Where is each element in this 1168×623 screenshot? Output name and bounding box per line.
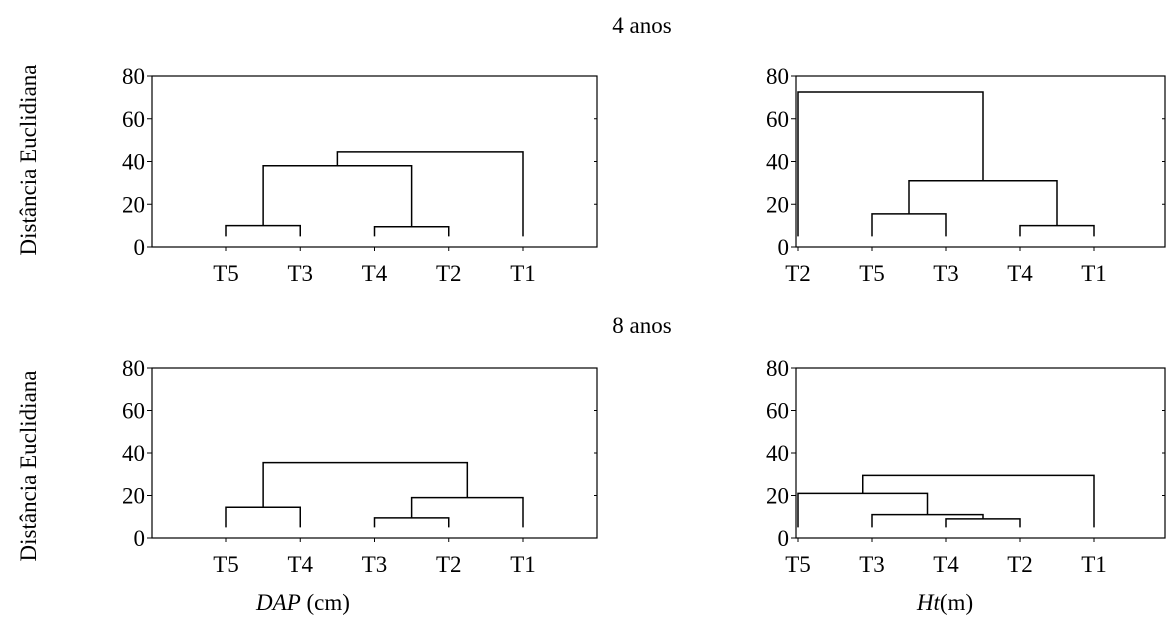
leaf-label: T4 xyxy=(933,552,959,577)
dendrogram-panel: 0 20 40 60 80 T5 T3 T4 T2 T1 xyxy=(122,64,598,286)
y-tick-label: 80 xyxy=(766,356,789,381)
y-tick-label: 20 xyxy=(766,484,789,509)
cluster-link xyxy=(373,225,450,237)
leaf-label: T3 xyxy=(362,552,388,577)
leaf-label: T5 xyxy=(213,552,239,577)
cluster-link xyxy=(225,506,301,528)
leaf-label: T1 xyxy=(510,261,536,286)
cluster-link xyxy=(797,492,929,528)
dendrogram-panel: 0 20 40 60 80 T2 T5 T3 T4 T1 xyxy=(766,64,1166,286)
cluster-link xyxy=(225,224,301,237)
dendrogram-panel: 0 20 40 60 80 T5 T3 T4 T2 T1 xyxy=(766,356,1166,577)
leaf-label: T2 xyxy=(436,261,462,286)
leaf-label: T4 xyxy=(1007,261,1033,286)
cluster-link xyxy=(797,91,984,237)
cluster-link xyxy=(410,496,524,528)
plot-frame xyxy=(795,367,1166,539)
y-tick-label: 80 xyxy=(122,356,145,381)
cluster-link xyxy=(373,517,450,528)
leaf-label: T4 xyxy=(362,261,388,286)
row-title-4-anos: 4 anos xyxy=(612,13,671,38)
leaf-label: T2 xyxy=(785,261,811,286)
cluster-link xyxy=(262,165,413,227)
leaf-label: T5 xyxy=(785,552,811,577)
y-tick-label: 20 xyxy=(766,192,789,217)
cluster-link xyxy=(862,474,1095,528)
leaf-label: T1 xyxy=(510,552,536,577)
cluster-link xyxy=(336,151,524,237)
y-tick-label: 60 xyxy=(766,107,789,132)
y-tick-label: 0 xyxy=(134,526,146,551)
y-tick-label: 40 xyxy=(766,150,789,175)
leaf-label: T2 xyxy=(436,552,462,577)
cluster-link xyxy=(1019,224,1095,237)
x-axis-label-ht: Ht(m) xyxy=(916,590,973,615)
leaf-label: T1 xyxy=(1081,261,1107,286)
y-tick-label: 40 xyxy=(122,441,145,466)
cluster-link xyxy=(262,461,469,508)
plot-frame xyxy=(795,75,1166,248)
cluster-link xyxy=(871,213,947,237)
cluster-link xyxy=(945,518,1021,528)
y-tick-label: 60 xyxy=(122,107,145,132)
cluster-link xyxy=(871,513,984,528)
y-tick-label: 60 xyxy=(122,399,145,424)
plot-frame xyxy=(151,75,598,248)
x-axis-label-dap: DAP (cm) xyxy=(255,590,350,615)
leaf-label: T3 xyxy=(859,552,885,577)
y-tick-label: 80 xyxy=(766,64,789,89)
y-axis-label-top: Distância Euclidiana xyxy=(16,65,41,256)
y-axis-label-bottom: Distância Euclidiana xyxy=(16,371,41,562)
leaf-label: T1 xyxy=(1081,552,1107,577)
y-tick-label: 0 xyxy=(778,526,790,551)
dendrogram-panel: 0 20 40 60 80 T5 T4 T3 T2 T1 xyxy=(122,356,598,577)
cluster-link xyxy=(908,179,1058,226)
leaf-label: T4 xyxy=(287,552,313,577)
leaf-label: T3 xyxy=(287,261,313,286)
plot-frame xyxy=(151,367,598,539)
y-tick-label: 20 xyxy=(122,192,145,217)
y-tick-label: 0 xyxy=(134,235,146,260)
y-tick-label: 80 xyxy=(122,64,145,89)
leaf-label: T2 xyxy=(1007,552,1033,577)
y-tick-label: 0 xyxy=(778,235,790,260)
y-tick-label: 40 xyxy=(766,441,789,466)
leaf-label: T5 xyxy=(859,261,885,286)
row-title-8-anos: 8 anos xyxy=(612,313,671,338)
y-tick-label: 20 xyxy=(122,484,145,509)
leaf-label: T3 xyxy=(933,261,959,286)
leaf-label: T5 xyxy=(213,261,239,286)
y-tick-label: 40 xyxy=(122,150,145,175)
y-tick-label: 60 xyxy=(766,399,789,424)
